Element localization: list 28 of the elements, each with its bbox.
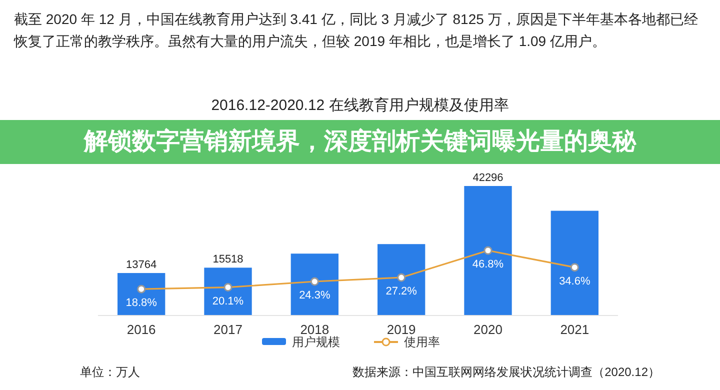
chart-title: 2016.12-2020.12 在线教育用户规模及使用率 — [210, 96, 510, 115]
bar — [464, 186, 512, 315]
bar — [378, 244, 426, 315]
data-label: 24.3% — [299, 290, 330, 302]
x-tick-label: 2018 — [300, 322, 330, 337]
data-label: 34.6% — [559, 275, 590, 288]
bar — [550, 210, 598, 315]
x-tick-label: 2017 — [214, 322, 242, 337]
text: 解锁数字营销新境界，深度剖析关键词曝光量的奥秘 — [0, 120, 720, 164]
x-tick-label: 2019 — [386, 322, 416, 337]
bar — [118, 273, 166, 315]
data-label: 13764 — [126, 259, 157, 272]
data-label: 46.8% — [472, 258, 504, 270]
data-label: 20.1% — [212, 295, 244, 308]
legend-label: 用户规模 — [292, 335, 340, 349]
data-label: 27.2% — [386, 286, 418, 298]
legend-label: 使用率 — [404, 335, 440, 349]
bar — [204, 268, 252, 315]
x-tick-label: 2020 — [474, 322, 502, 337]
x-tick-label: 2021 — [560, 322, 590, 337]
source-note: 数据来源：中国互联网网络发展状况统计调查（2020.12） — [352, 364, 660, 381]
data-label: 18.8% — [126, 297, 158, 310]
text: 截至 2020 年 12 月，中国在线教育用户达到 3.41 亿，同比 3 月减少了 8125 万，原因是下半年基本各地都已经恢复了正常的教学秩序。虽然有大量的用户流失，但较 2019 年相比，也是增长了 1.09 亿用户。 — [14, 10, 699, 51]
text: 单位：万人 — [80, 364, 140, 381]
x-tick-label: 2016 — [126, 322, 156, 337]
data-label: 15518 — [212, 254, 244, 266]
data-label: 42296 — [472, 172, 504, 184]
bar — [290, 254, 338, 315]
